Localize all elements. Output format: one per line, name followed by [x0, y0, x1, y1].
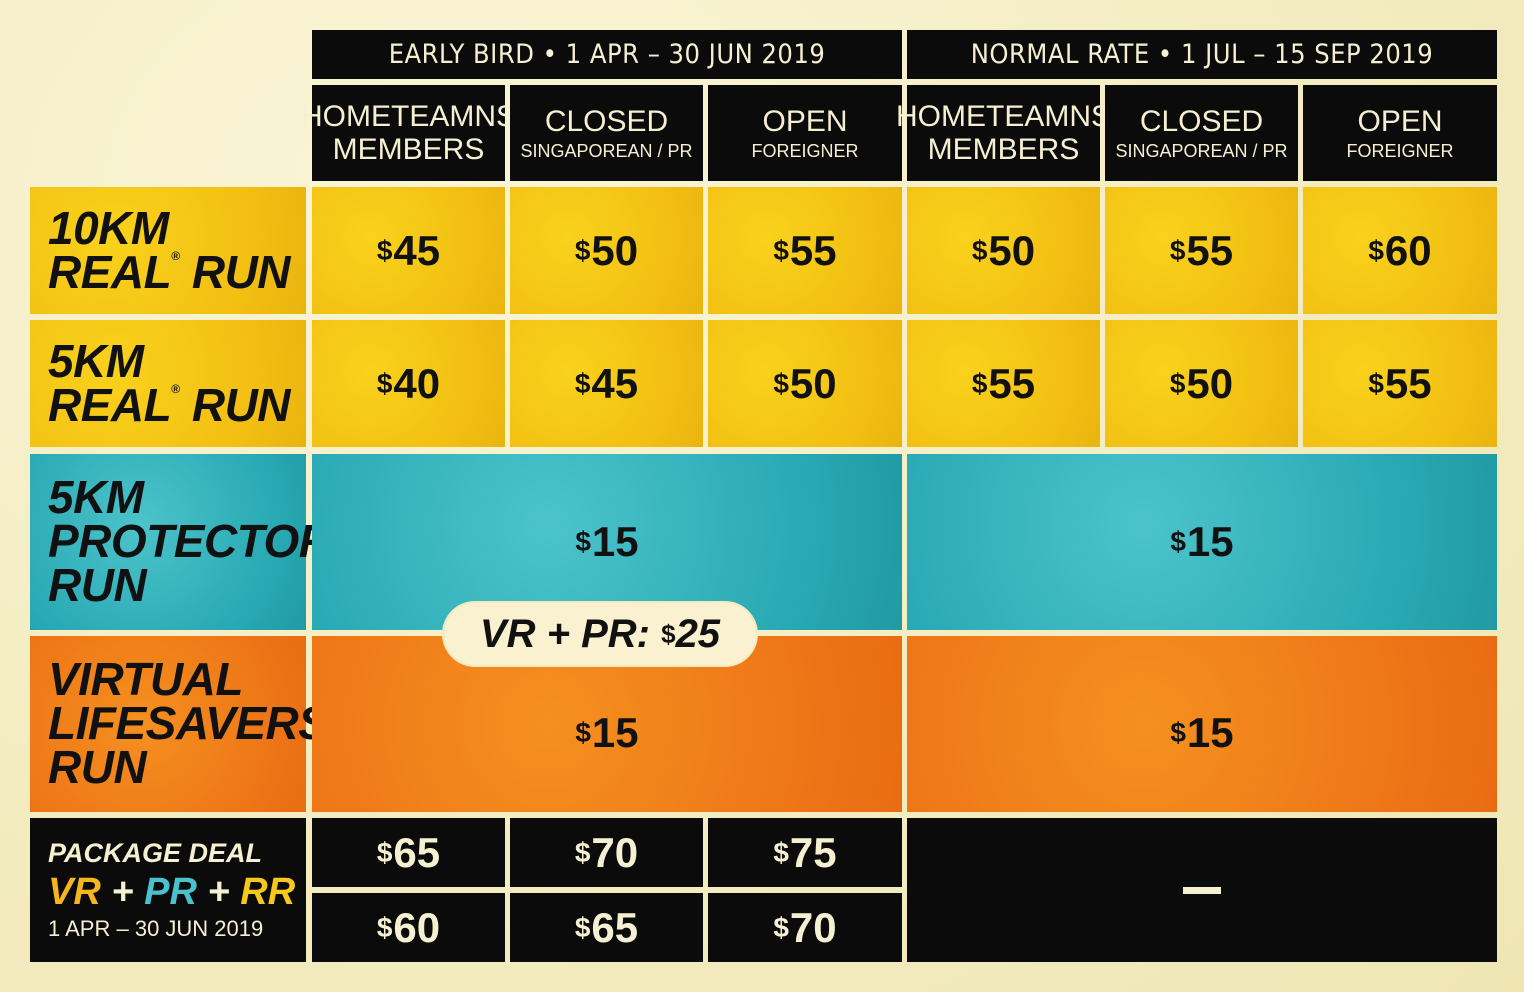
col-subtitle: FOREIGNER	[751, 140, 859, 161]
col-title: OPEN	[762, 104, 848, 138]
col-title: OPEN	[1357, 104, 1443, 138]
price-virtual-normal: $15	[907, 636, 1497, 812]
normal-rate-header: NORMAL RATE • 1 JUL – 15 SEP 2019	[907, 30, 1497, 79]
col-header-open-early: OPEN FOREIGNER	[708, 85, 902, 181]
price-10km-open-early: $55	[708, 187, 902, 314]
price-virtual-early: $15	[312, 636, 902, 812]
package-price-closed-r2: $65	[510, 893, 703, 962]
package-price-members-r2: $60	[312, 893, 505, 962]
row-label-line2: REAL® RUN	[48, 245, 291, 298]
col-header-closed-normal: CLOSED SINGAPOREAN / PR	[1105, 85, 1298, 181]
price-5km-closed-normal: $50	[1105, 320, 1298, 447]
price-5km-open-normal: $55	[1303, 320, 1497, 447]
row-label-line1: 5KM	[48, 471, 144, 524]
combo-price: 25	[675, 611, 721, 656]
price-5km-open-early: $50	[708, 320, 902, 447]
package-combo: VR + PR + RR	[48, 871, 296, 913]
price-10km-members-normal: $50	[907, 187, 1100, 314]
col-title: HOMETEAMNS	[301, 100, 517, 133]
row-label-5km-real-run: 5KM REAL® RUN	[30, 320, 306, 447]
dash-icon	[1183, 886, 1221, 894]
price-10km-closed-early: $50	[510, 187, 703, 314]
row-label-line2: PROTECTOR	[48, 515, 332, 568]
col-subtitle: SINGAPOREAN / PR	[520, 140, 693, 161]
col-header-members-early: HOMETEAMNS MEMBERS	[301, 85, 516, 181]
price-protector-normal: $15	[907, 454, 1497, 630]
col-header-members-normal: HOMETEAMNS MEMBERS	[896, 85, 1111, 181]
early-bird-header: EARLY BIRD • 1 APR – 30 JUN 2019	[312, 30, 902, 79]
price-10km-closed-normal: $55	[1105, 187, 1298, 314]
row-label-line2: REAL® RUN	[48, 378, 291, 431]
price-10km-members-early: $45	[312, 187, 505, 314]
col-title-line2: MEMBERS	[332, 133, 485, 166]
package-price-members-r1: $65	[312, 818, 505, 887]
col-subtitle: SINGAPOREAN / PR	[1115, 140, 1288, 161]
row-label-line3: RUN	[48, 740, 147, 793]
package-title: PACKAGE DEAL	[48, 838, 263, 868]
price-10km-open-normal: $60	[1303, 187, 1497, 314]
row-label-line2: LIFESAVERS	[48, 697, 329, 750]
package-dates: 1 APR – 30 JUN 2019	[48, 916, 264, 941]
row-label-5km-protector-run: 5KM PROTECTOR RUN	[30, 454, 332, 630]
package-normal-unavailable	[907, 818, 1497, 962]
col-title-line2: MEMBERS	[927, 133, 1080, 166]
price-5km-closed-early: $45	[510, 320, 703, 447]
row-label-virtual-lifesavers-run: VIRTUAL LIFESAVERS RUN	[30, 636, 329, 812]
combo-label: VR + PR:	[479, 611, 650, 656]
col-subtitle: FOREIGNER	[1346, 140, 1454, 161]
package-deal-label: PACKAGE DEAL VR + PR + RR 1 APR – 30 JUN…	[30, 818, 306, 962]
col-header-closed-early: CLOSED SINGAPOREAN / PR	[510, 85, 703, 181]
row-label-line1: VIRTUAL	[48, 653, 244, 706]
row-label-10km-real-run: 10KM REAL® RUN	[30, 187, 306, 314]
row-label-line1: 10KM	[48, 201, 169, 254]
price-5km-members-normal: $55	[907, 320, 1100, 447]
col-title: CLOSED	[1139, 104, 1264, 138]
package-price-closed-r1: $70	[510, 818, 703, 887]
col-title: HOMETEAMNS	[896, 100, 1112, 133]
row-label-line1: 5KM	[48, 334, 144, 387]
combo-price-badge: VR + PR: $25	[444, 603, 756, 665]
package-price-open-r2: $70	[708, 893, 902, 962]
row-label-line3: RUN	[48, 558, 147, 611]
price-5km-members-early: $40	[312, 320, 505, 447]
package-price-open-r1: $75	[708, 818, 902, 887]
price-protector-early: $15	[312, 454, 902, 630]
col-header-open-normal: OPEN FOREIGNER	[1303, 85, 1497, 181]
col-title: CLOSED	[544, 104, 669, 138]
